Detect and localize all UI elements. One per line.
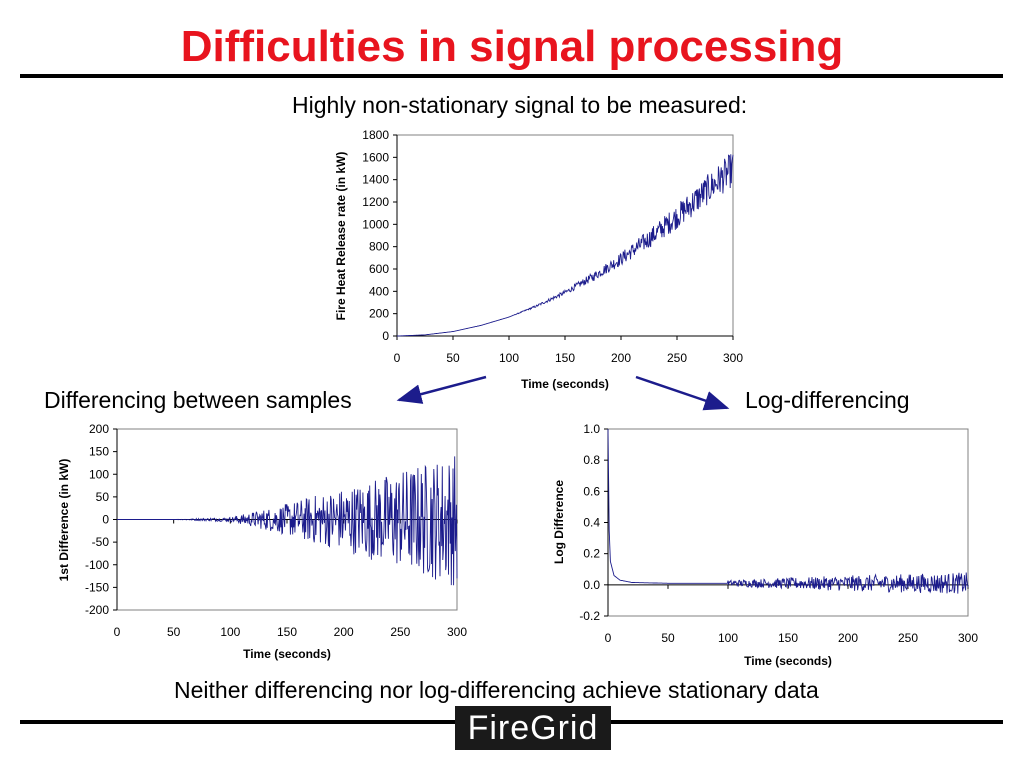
x-tick-label: 100: [499, 351, 519, 365]
y-tick-label: 400: [369, 284, 389, 298]
y-tick-label: 1400: [362, 173, 389, 187]
x-tick-label: 150: [778, 631, 798, 645]
y-tick-label: -0.2: [579, 609, 600, 623]
y-tick-label: 0: [102, 513, 109, 527]
arrow-to-log-difference: [635, 375, 730, 411]
top-divider: [20, 74, 1003, 78]
x-tick-label: 200: [334, 625, 354, 639]
y-tick-label: -50: [92, 535, 110, 549]
y-tick-label: -100: [85, 558, 109, 572]
logo-text: FireGrid: [467, 709, 599, 747]
y-tick-label: 1200: [362, 195, 389, 209]
y-tick-label: 50: [96, 490, 110, 504]
x-tick-label: 300: [723, 351, 743, 365]
caption-bottom: Neither differencing nor log-differencin…: [174, 677, 819, 703]
x-axis-label: Time (seconds): [521, 377, 609, 391]
y-axis-label: Log Difference: [552, 480, 566, 564]
caption-right: Log-differencing: [745, 387, 910, 413]
y-axis-label: Fire Heat Release rate (in kW): [334, 152, 348, 321]
y-tick-label: 1000: [362, 217, 389, 231]
x-tick-label: 50: [661, 631, 675, 645]
x-tick-label: 200: [611, 351, 631, 365]
y-tick-label: 200: [89, 422, 109, 436]
x-tick-label: 100: [718, 631, 738, 645]
y-tick-label: 0.6: [583, 484, 600, 498]
slide-title: Difficulties in signal processing: [180, 22, 844, 71]
x-tick-label: 200: [838, 631, 858, 645]
x-tick-label: 300: [958, 631, 978, 645]
caption-left: Differencing between samples: [44, 387, 352, 413]
y-tick-label: 800: [369, 240, 389, 254]
y-tick-label: -150: [85, 580, 109, 594]
caption-top: Highly non-stationary signal to be measu…: [292, 92, 748, 118]
y-tick-label: 0.2: [583, 547, 600, 561]
series-line-2: [117, 456, 458, 586]
y-tick-label: 150: [89, 445, 109, 459]
plot-area-1: [396, 134, 734, 337]
y-tick-label: 0.4: [583, 516, 600, 530]
x-tick-label: 0: [114, 625, 121, 639]
y-tick-label: 1800: [362, 128, 389, 142]
x-tick-label: 250: [667, 351, 687, 365]
y-tick-label: 200: [369, 307, 389, 321]
firegrid-logo: FireGrid: [455, 706, 611, 750]
y-tick-label: 0: [382, 329, 389, 343]
x-axis-label: Time (seconds): [744, 654, 832, 668]
y-tick-label: 0.8: [583, 453, 600, 467]
series-line-3: [607, 428, 969, 594]
arrow-to-difference: [396, 375, 487, 404]
x-tick-label: 0: [394, 351, 401, 365]
x-tick-label: 150: [555, 351, 575, 365]
x-axis-label: Time (seconds): [243, 647, 331, 661]
x-tick-label: 300: [447, 625, 467, 639]
y-tick-label: 0.0: [583, 578, 600, 592]
x-tick-label: 250: [898, 631, 918, 645]
y-axis-label: 1st Difference (in kW): [57, 459, 71, 582]
x-tick-label: 0: [605, 631, 612, 645]
y-tick-label: 600: [369, 262, 389, 276]
y-tick-label: 1600: [362, 150, 389, 164]
y-tick-label: -200: [85, 603, 109, 617]
x-tick-label: 150: [277, 625, 297, 639]
x-tick-label: 50: [446, 351, 460, 365]
x-tick-label: 100: [220, 625, 240, 639]
y-tick-label: 100: [89, 467, 109, 481]
y-tick-label: 1.0: [583, 422, 600, 436]
x-tick-label: 250: [390, 625, 410, 639]
series-line-1: [397, 154, 734, 337]
x-tick-label: 50: [167, 625, 181, 639]
